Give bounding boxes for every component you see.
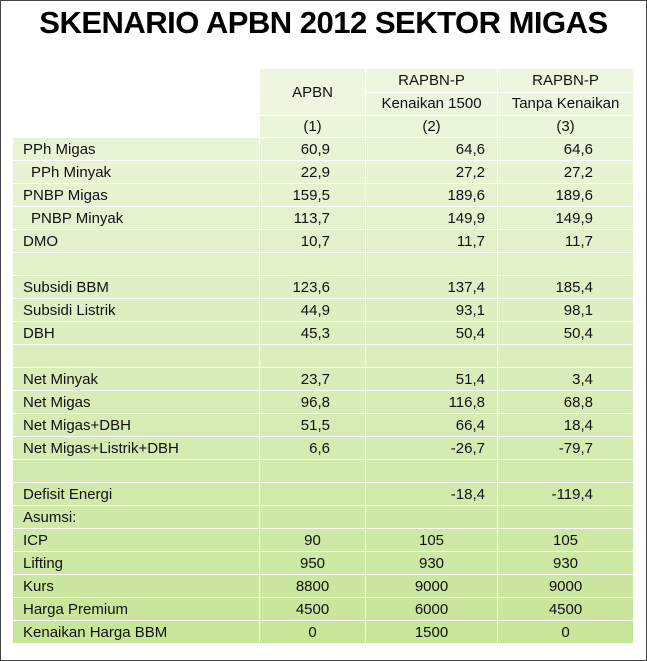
blank-row [366, 253, 498, 276]
row-label: PNBP Minyak [13, 207, 260, 230]
column-number: (3) [498, 116, 634, 138]
value-cell: 44,9 [260, 299, 366, 322]
row-label: Kenaikan Harga BBM [13, 621, 260, 644]
value-cell: 51,5 [260, 414, 366, 437]
value-cell: 8800 [260, 575, 366, 598]
title: SKENARIO APBN 2012 SEKTOR MIGAS [39, 5, 608, 40]
value-cell: 189,6 [366, 184, 498, 207]
row-label: PPh Minyak [13, 161, 260, 184]
row-label: Net Migas+Listrik+DBH [13, 437, 260, 460]
row-label: Subsidi Listrik [13, 299, 260, 322]
value-cell: 4500 [498, 598, 634, 621]
column-header: RAPBN-P [498, 69, 634, 93]
value-cell: -18,4 [366, 483, 498, 506]
value-cell: 90 [260, 529, 366, 552]
value-cell: 1500 [366, 621, 498, 644]
value-cell: -79,7 [498, 437, 634, 460]
value-cell: 123,6 [260, 276, 366, 299]
value-cell: 18,4 [498, 414, 634, 437]
value-cell [260, 506, 366, 529]
row-label: DMO [13, 230, 260, 253]
row-label: Net Migas+DBH [13, 414, 260, 437]
row-label: Harga Premium [13, 598, 260, 621]
blank-row [13, 460, 260, 483]
row-label: ICP [13, 529, 260, 552]
value-cell: 4500 [260, 598, 366, 621]
header-blank [13, 69, 260, 138]
blank-row [260, 460, 366, 483]
value-cell: 23,7 [260, 368, 366, 391]
blank-row [366, 460, 498, 483]
value-cell: 27,2 [498, 161, 634, 184]
row-label: Lifting [13, 552, 260, 575]
value-cell: 10,7 [260, 230, 366, 253]
column-header: Tanpa Kenaikan [498, 92, 634, 116]
row-label: Subsidi BBM [13, 276, 260, 299]
value-cell: 930 [366, 552, 498, 575]
value-cell: 64,6 [366, 138, 498, 161]
value-cell: 68,8 [498, 391, 634, 414]
value-cell: 149,9 [366, 207, 498, 230]
value-cell: 3,4 [498, 368, 634, 391]
value-cell [366, 506, 498, 529]
blank-row [498, 345, 634, 368]
blank-row [366, 345, 498, 368]
row-label: Asumsi: [13, 506, 260, 529]
value-cell: 11,7 [498, 230, 634, 253]
blank-row [13, 345, 260, 368]
row-label: DBH [13, 322, 260, 345]
value-cell: -119,4 [498, 483, 634, 506]
row-label: PNBP Migas [13, 184, 260, 207]
value-cell: 93,1 [366, 299, 498, 322]
value-cell: 22,9 [260, 161, 366, 184]
value-cell: 9000 [366, 575, 498, 598]
value-cell: 45,3 [260, 322, 366, 345]
value-cell: 189,6 [498, 184, 634, 207]
value-cell: 98,1 [498, 299, 634, 322]
value-cell [260, 483, 366, 506]
column-header: Kenaikan 1500 [366, 92, 498, 116]
column-number: (1) [260, 116, 366, 138]
value-cell: 0 [498, 621, 634, 644]
value-cell: 27,2 [366, 161, 498, 184]
value-cell: 137,4 [366, 276, 498, 299]
value-cell: 64,6 [498, 138, 634, 161]
value-cell: 50,4 [366, 322, 498, 345]
value-cell [498, 506, 634, 529]
row-label: Kurs [13, 575, 260, 598]
value-cell: 105 [498, 529, 634, 552]
column-header: APBN [260, 69, 366, 116]
row-label: Net Minyak [13, 368, 260, 391]
value-cell: 96,8 [260, 391, 366, 414]
blank-row [498, 460, 634, 483]
value-cell: 149,9 [498, 207, 634, 230]
blank-row [13, 253, 260, 276]
blank-row [260, 253, 366, 276]
blank-row [498, 253, 634, 276]
value-cell: 105 [366, 529, 498, 552]
value-cell: 113,7 [260, 207, 366, 230]
value-cell: 0 [260, 621, 366, 644]
value-cell: 11,7 [366, 230, 498, 253]
column-number: (2) [366, 116, 498, 138]
value-cell: 60,9 [260, 138, 366, 161]
value-cell: 66,4 [366, 414, 498, 437]
value-cell: 50,4 [498, 322, 634, 345]
value-cell: 51,4 [366, 368, 498, 391]
row-label: Net Migas [13, 391, 260, 414]
value-cell: 950 [260, 552, 366, 575]
value-cell: 185,4 [498, 276, 634, 299]
row-label: Defisit Energi [13, 483, 260, 506]
value-cell: 159,5 [260, 184, 366, 207]
value-cell: 930 [498, 552, 634, 575]
value-cell: 6000 [366, 598, 498, 621]
row-label: PPh Migas [13, 138, 260, 161]
value-cell: -26,7 [366, 437, 498, 460]
blank-row [260, 345, 366, 368]
value-cell: 9000 [498, 575, 634, 598]
value-cell: 116,8 [366, 391, 498, 414]
column-header: RAPBN-P [366, 69, 498, 93]
value-cell: 6,6 [260, 437, 366, 460]
